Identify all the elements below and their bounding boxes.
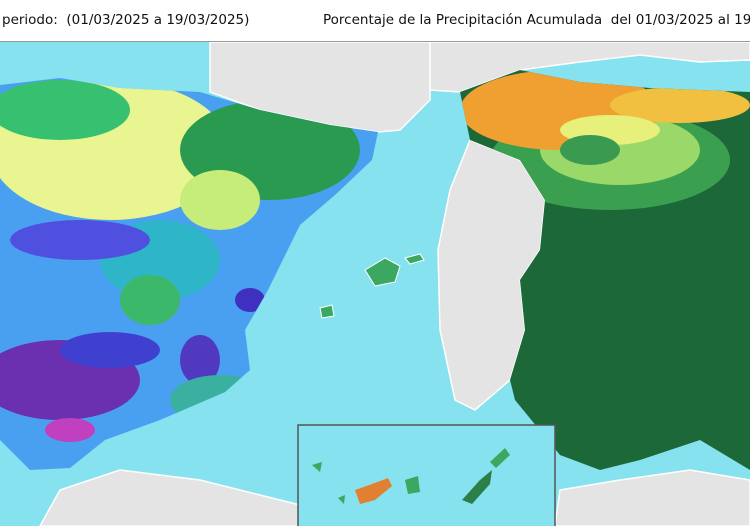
maps bbox=[0, 42, 750, 526]
canary-inset bbox=[297, 424, 556, 526]
precipitation-map-left bbox=[0, 78, 378, 470]
map-title: Porcentaje de la Precipitación Acumulada… bbox=[323, 12, 750, 28]
period-label: periodo: (01/03/2025 a 19/03/2025) bbox=[2, 12, 250, 28]
balearic-islands bbox=[319, 253, 425, 319]
header: periodo: (01/03/2025 a 19/03/2025) Porce… bbox=[0, 0, 750, 42]
